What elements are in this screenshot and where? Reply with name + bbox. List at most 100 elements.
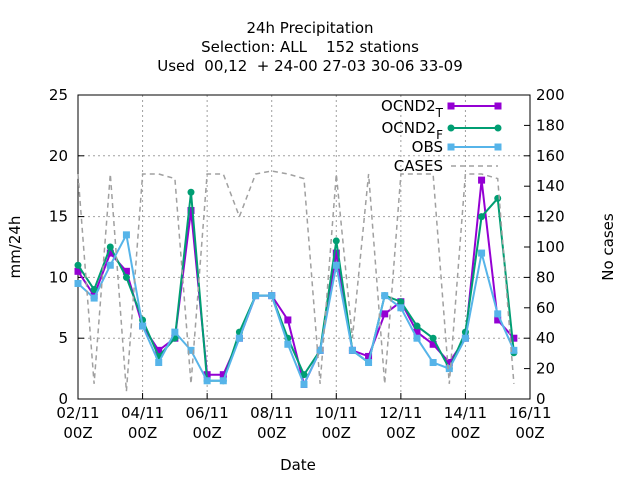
data-point [445, 365, 453, 373]
data-point [284, 340, 292, 348]
data-point [381, 292, 389, 300]
series-line [77, 192, 515, 382]
y2-tick-label: 140 [536, 177, 565, 195]
data-point [187, 346, 195, 354]
legend-marker [494, 124, 502, 132]
data-point [268, 292, 276, 300]
legend-label: OCND2F [381, 119, 443, 142]
data-point [139, 322, 147, 330]
data-point [122, 273, 130, 281]
data-point [429, 359, 437, 367]
data-point [300, 380, 308, 388]
data-point [187, 207, 195, 215]
data-point [90, 286, 98, 294]
legend-label: OCND2T [381, 97, 444, 120]
legend-marker [447, 124, 455, 132]
legend-label: CASES [394, 157, 443, 175]
legend-label: OBS [412, 138, 443, 156]
data-point [74, 267, 82, 275]
data-point [122, 267, 130, 275]
legend-marker [494, 102, 502, 110]
data-point [284, 316, 292, 324]
series-line [77, 170, 515, 392]
y2-tick-label: 200 [536, 86, 565, 104]
data-point [478, 213, 486, 221]
legend-marker [447, 102, 455, 110]
data-point [235, 334, 243, 342]
data-point [219, 371, 227, 379]
data-point [332, 261, 340, 269]
y-tick-label: 25 [49, 86, 68, 104]
data-point [155, 359, 163, 367]
data-point [478, 249, 486, 257]
data-point [187, 188, 195, 196]
data-point [413, 322, 421, 330]
data-point [429, 334, 437, 342]
y-tick-label: 5 [58, 329, 68, 347]
data-point [461, 334, 469, 342]
data-point [494, 316, 502, 324]
data-point [90, 294, 98, 302]
chart-subtitle: Used 00,12 + 24-00 27-03 30-06 33-09 [157, 57, 463, 75]
x-tick-label: 04/11 00Z [121, 404, 164, 442]
data-point [252, 292, 260, 300]
data-point [74, 261, 82, 269]
data-point [510, 346, 518, 354]
data-point [413, 334, 421, 342]
data-point [203, 377, 211, 385]
data-point [397, 298, 405, 306]
data-point [332, 237, 340, 245]
data-point [316, 346, 324, 354]
data-point [494, 310, 502, 318]
chart-title: 24h Precipitation [246, 19, 373, 37]
data-point [300, 371, 308, 379]
x-tick-label: 10/11 00Z [315, 404, 358, 442]
data-point [381, 310, 389, 318]
x-tick-label: 14/11 00Z [444, 404, 487, 442]
y2-tick-label: 40 [536, 329, 555, 347]
x-tick-label: 12/11 00Z [379, 404, 422, 442]
data-point [74, 279, 82, 287]
data-point [122, 231, 130, 239]
data-point [106, 249, 114, 257]
y2-tick-label: 60 [536, 299, 555, 317]
data-point [365, 359, 373, 367]
y2-tick-label: 180 [536, 116, 565, 134]
x-tick-label: 06/11 00Z [186, 404, 229, 442]
x-tick-label: 08/11 00Z [250, 404, 293, 442]
data-point [106, 261, 114, 269]
data-point [429, 340, 437, 348]
plot-border [77, 94, 531, 400]
y-axis-label: mm/24h [6, 216, 24, 279]
y2-tick-label: 120 [536, 208, 565, 226]
x-tick-label: 02/11 00Z [56, 404, 99, 442]
y2-tick-label: 20 [536, 360, 555, 378]
x-tick-label: 16/11 00Z [508, 404, 551, 442]
series-line [77, 231, 515, 387]
data-point [397, 304, 405, 312]
data-point [365, 352, 373, 360]
legend-marker [447, 143, 455, 151]
chart-subtitle: Selection: ALL 152 stations [201, 38, 419, 56]
data-point [478, 176, 486, 184]
data-point [494, 194, 502, 202]
data-point [332, 249, 340, 257]
data-point [171, 328, 179, 336]
series-line [77, 179, 515, 388]
data-point [445, 359, 453, 367]
data-point [348, 346, 356, 354]
y-tick-label: 10 [49, 268, 68, 286]
y2-tick-label: 160 [536, 147, 565, 165]
y2-axis-label: No cases [599, 213, 617, 281]
legend-marker [494, 143, 502, 151]
y2-tick-label: 0 [536, 390, 546, 408]
data-point [106, 243, 114, 251]
y2-tick-label: 100 [536, 238, 565, 256]
y-tick-label: 15 [49, 208, 68, 226]
y-tick-label: 0 [58, 390, 68, 408]
data-point [155, 346, 163, 354]
x-axis-label: Date [280, 456, 316, 474]
y2-tick-label: 80 [536, 268, 555, 286]
